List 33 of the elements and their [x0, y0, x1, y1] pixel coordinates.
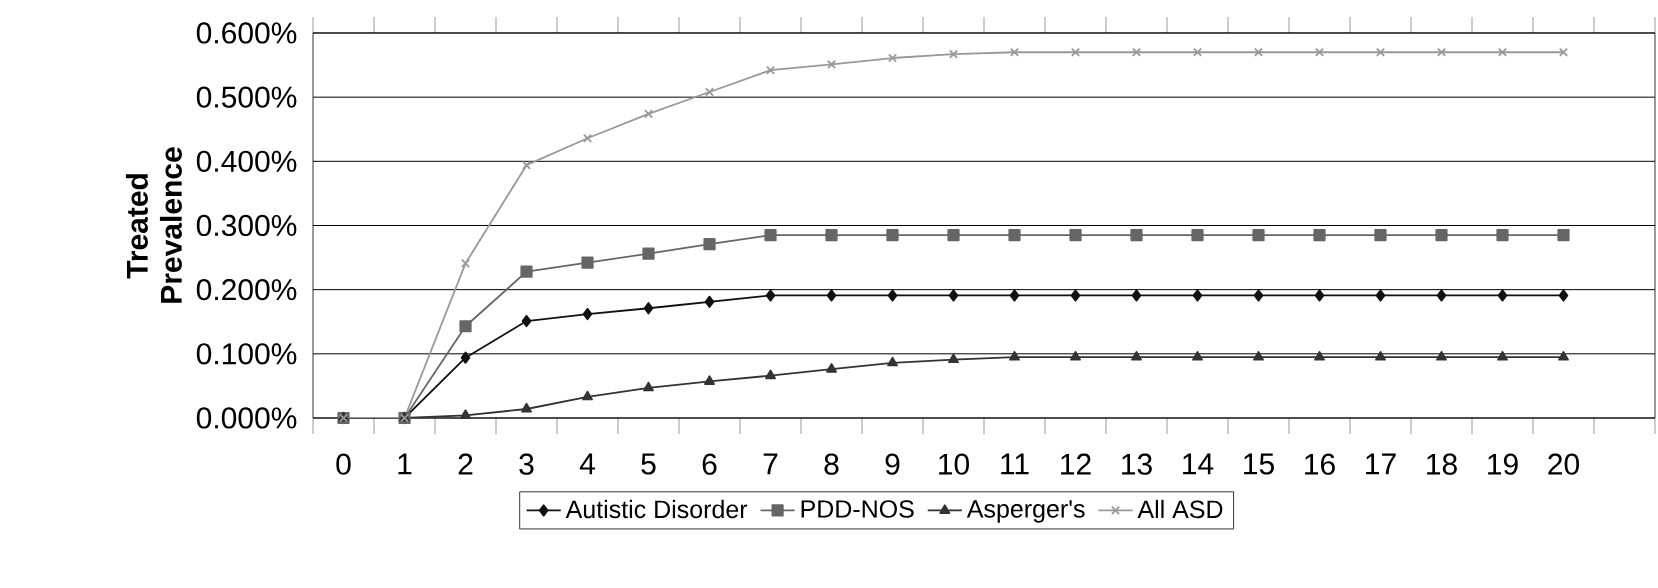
x-tick-label: 15	[1244, 453, 1274, 475]
x-tick-label: 4	[579, 453, 595, 475]
x-tick-label: 18	[1427, 453, 1457, 475]
y-tick-label: 0.300%	[196, 214, 297, 237]
x-tick-label: 16	[1305, 453, 1335, 475]
x-tick-label: 5	[641, 453, 656, 475]
y-tick-label: 0.100%	[196, 343, 297, 365]
x-tick-label: 1	[398, 453, 412, 475]
x-tick-label: 14	[1183, 453, 1214, 475]
x-tick-label: 10	[939, 453, 969, 475]
x-tick-label: 19	[1488, 453, 1518, 475]
y-tick-label: 0.000%	[196, 407, 297, 429]
x-tick-label: 8	[824, 453, 839, 475]
legend-label: Autistic Disorder	[565, 499, 748, 519]
legend-label: Asperger's	[966, 500, 1085, 523]
x-tick-label: 3	[519, 453, 534, 475]
x-tick-label: 20	[1548, 453, 1579, 475]
y-tick-label: 0.600%	[196, 22, 297, 44]
x-tick-label: 13	[1122, 453, 1152, 475]
x-tick-label: 7	[763, 453, 778, 475]
x-tick-label: 6	[702, 453, 717, 475]
x-tick-label: 2	[458, 453, 473, 475]
x-tick-label: 17	[1366, 453, 1396, 475]
x-tick-label: 0	[336, 453, 351, 475]
y-tick-label: 0.500%	[196, 86, 297, 108]
x-tick-label: 11	[1001, 453, 1029, 475]
x-tick-label: 9	[885, 453, 900, 475]
y-axis-title: Treated Prevalence	[125, 147, 182, 303]
y-tick-label: 0.400%	[196, 150, 297, 172]
legend-label: PDD-NOS	[801, 500, 914, 518]
legend-label: All ASD	[1137, 499, 1223, 519]
x-tick-label: 12	[1061, 453, 1091, 475]
y-tick-label: 0.200%	[196, 279, 297, 301]
